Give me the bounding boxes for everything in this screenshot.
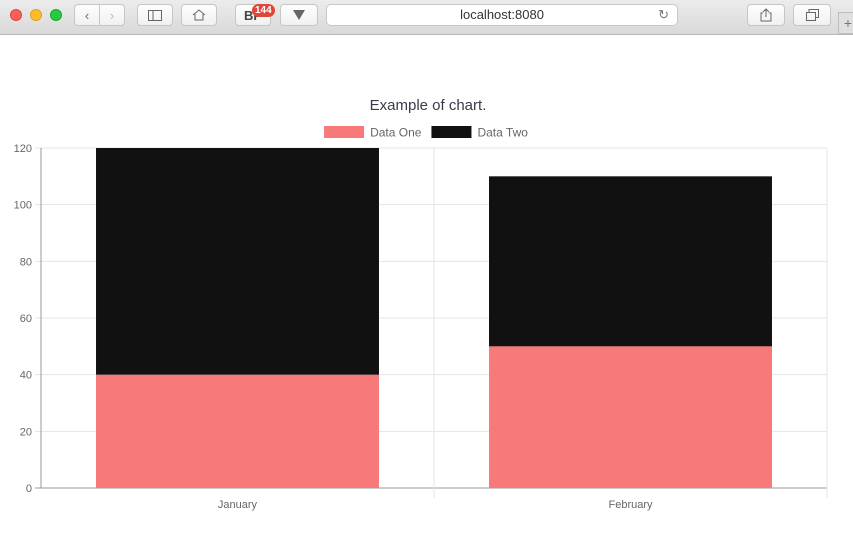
sidebar-icon — [148, 9, 162, 21]
y-tick-label: 40 — [20, 370, 32, 382]
close-window-button[interactable] — [10, 9, 22, 21]
address-bar[interactable]: localhost:8080 ↻ — [326, 4, 678, 26]
y-tick-label: 120 — [14, 143, 32, 155]
chart-title: Example of chart. — [370, 97, 487, 114]
chart-axes: 0 20 40 60 80 100 120 January February — [14, 143, 653, 511]
y-tick-label: 80 — [20, 256, 32, 268]
bar-data-one-january[interactable] — [96, 374, 379, 488]
home-icon — [192, 9, 206, 21]
legend-label[interactable]: Data Two — [477, 126, 528, 140]
stacked-bar-chart: Example of chart. Data One Data Two 0 20 40… — [14, 97, 828, 511]
plus-icon: + — [843, 15, 853, 31]
share-icon — [760, 8, 772, 22]
browser-toolbar: ‹ › BP 144 localhost:8080 ↻ + — [0, 0, 853, 35]
reload-icon[interactable]: ↻ — [658, 7, 669, 22]
y-tick-label: 0 — [26, 483, 32, 495]
legend-swatch[interactable] — [431, 126, 472, 138]
chevron-left-icon: ‹ — [84, 7, 90, 23]
forward-button[interactable]: › — [99, 4, 125, 26]
y-tick-label: 100 — [14, 200, 32, 212]
extension-badge: 144 — [252, 4, 275, 17]
chart-legend: Data One Data Two — [324, 126, 528, 140]
tabs-icon — [805, 9, 819, 21]
chevron-right-icon: › — [109, 7, 115, 23]
home-button[interactable] — [181, 4, 217, 26]
sidebar-button[interactable] — [137, 4, 173, 26]
x-tick-label: January — [218, 499, 258, 511]
v-logo-icon — [293, 10, 305, 20]
share-button[interactable] — [747, 4, 785, 26]
minimize-window-button[interactable] — [30, 9, 42, 21]
legend-label[interactable]: Data One — [370, 126, 422, 140]
bar-data-two-february[interactable] — [489, 176, 772, 347]
new-tab-button[interactable]: + — [838, 12, 853, 34]
vivaldi-button[interactable] — [280, 4, 318, 26]
zoom-window-button[interactable] — [50, 9, 62, 21]
bar-data-one-february[interactable] — [489, 346, 772, 488]
y-tick-label: 20 — [20, 426, 32, 438]
address-text: localhost:8080 — [460, 7, 544, 22]
y-tick-label: 60 — [20, 313, 32, 325]
x-tick-label: February — [608, 499, 653, 511]
bar-data-two-january[interactable] — [96, 148, 379, 375]
legend-swatch[interactable] — [324, 126, 365, 138]
chart-bars — [96, 148, 772, 488]
tabs-overview-button[interactable] — [793, 4, 831, 26]
back-button[interactable]: ‹ — [74, 4, 100, 26]
